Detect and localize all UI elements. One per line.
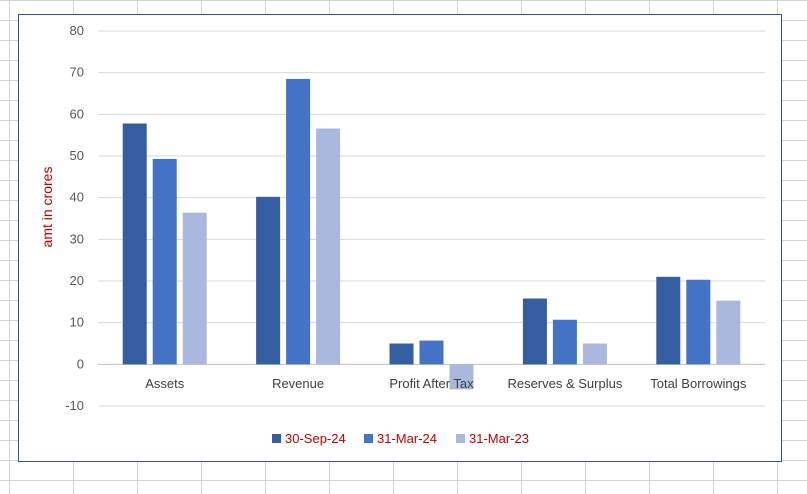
y-axis-ticks: 80 70 60 50 40 30 20 10 0 -10 — [65, 23, 84, 413]
bar-30-Sep-24-Total Borrowings[interactable] — [656, 276, 681, 365]
x-category-label: Total Borrowings — [650, 376, 747, 391]
legend-label: 30-Sep-24 — [285, 431, 346, 446]
legend-label: 31-Mar-24 — [377, 431, 437, 446]
y-tick-label: -10 — [65, 398, 84, 413]
y-tick-label: 10 — [70, 315, 84, 330]
legend-swatch — [272, 434, 281, 443]
y-tick-label: 0 — [77, 356, 84, 371]
bar-31-Mar-23-Profit After Tax[interactable] — [449, 364, 474, 390]
bar-30-Sep-24-Revenue[interactable] — [256, 196, 281, 365]
bar-31-Mar-24-Total Borrowings[interactable] — [686, 279, 711, 365]
bar-30-Sep-24-Reserves & Surplus[interactable] — [522, 298, 547, 365]
bars — [122, 78, 741, 390]
y-tick-label: 60 — [70, 106, 84, 121]
y-tick-label: 40 — [70, 190, 84, 205]
x-category-label: Assets — [145, 376, 185, 391]
category-labels: Assets Revenue Profit After Tax Reserves & … — [145, 376, 747, 391]
bar-30-Sep-24-Assets[interactable] — [122, 123, 147, 365]
bar-31-Mar-24-Reserves & Surplus[interactable] — [552, 319, 577, 365]
legend-swatch — [364, 434, 373, 443]
bar-31-Mar-24-Revenue[interactable] — [286, 78, 311, 365]
bar-31-Mar-23-Revenue[interactable] — [316, 128, 341, 365]
y-tick-label: 80 — [70, 23, 84, 38]
legend-swatch — [456, 434, 465, 443]
bar-31-Mar-24-Profit After Tax[interactable] — [419, 340, 444, 365]
bar-31-Mar-23-Assets[interactable] — [182, 212, 207, 365]
y-axis-title: amt in crores — [39, 167, 55, 248]
y-tick-label: 50 — [70, 148, 84, 163]
legend-label: 31-Mar-23 — [469, 431, 529, 446]
bar-30-Sep-24-Profit After Tax[interactable] — [389, 343, 414, 365]
x-category-label: Revenue — [272, 376, 324, 391]
x-category-label: Reserves & Surplus — [507, 376, 622, 391]
y-tick-label: 30 — [70, 231, 84, 246]
legend: 30-Sep-24 31-Mar-24 31-Mar-23 — [272, 431, 529, 446]
y-tick-label: 70 — [70, 65, 84, 80]
bar-31-Mar-24-Assets[interactable] — [152, 158, 177, 365]
x-category-label: Profit After Tax — [389, 376, 474, 391]
y-tick-label: 20 — [70, 273, 84, 288]
bar-31-Mar-23-Total Borrowings[interactable] — [716, 300, 741, 365]
bar-31-Mar-23-Reserves & Surplus[interactable] — [582, 343, 607, 365]
